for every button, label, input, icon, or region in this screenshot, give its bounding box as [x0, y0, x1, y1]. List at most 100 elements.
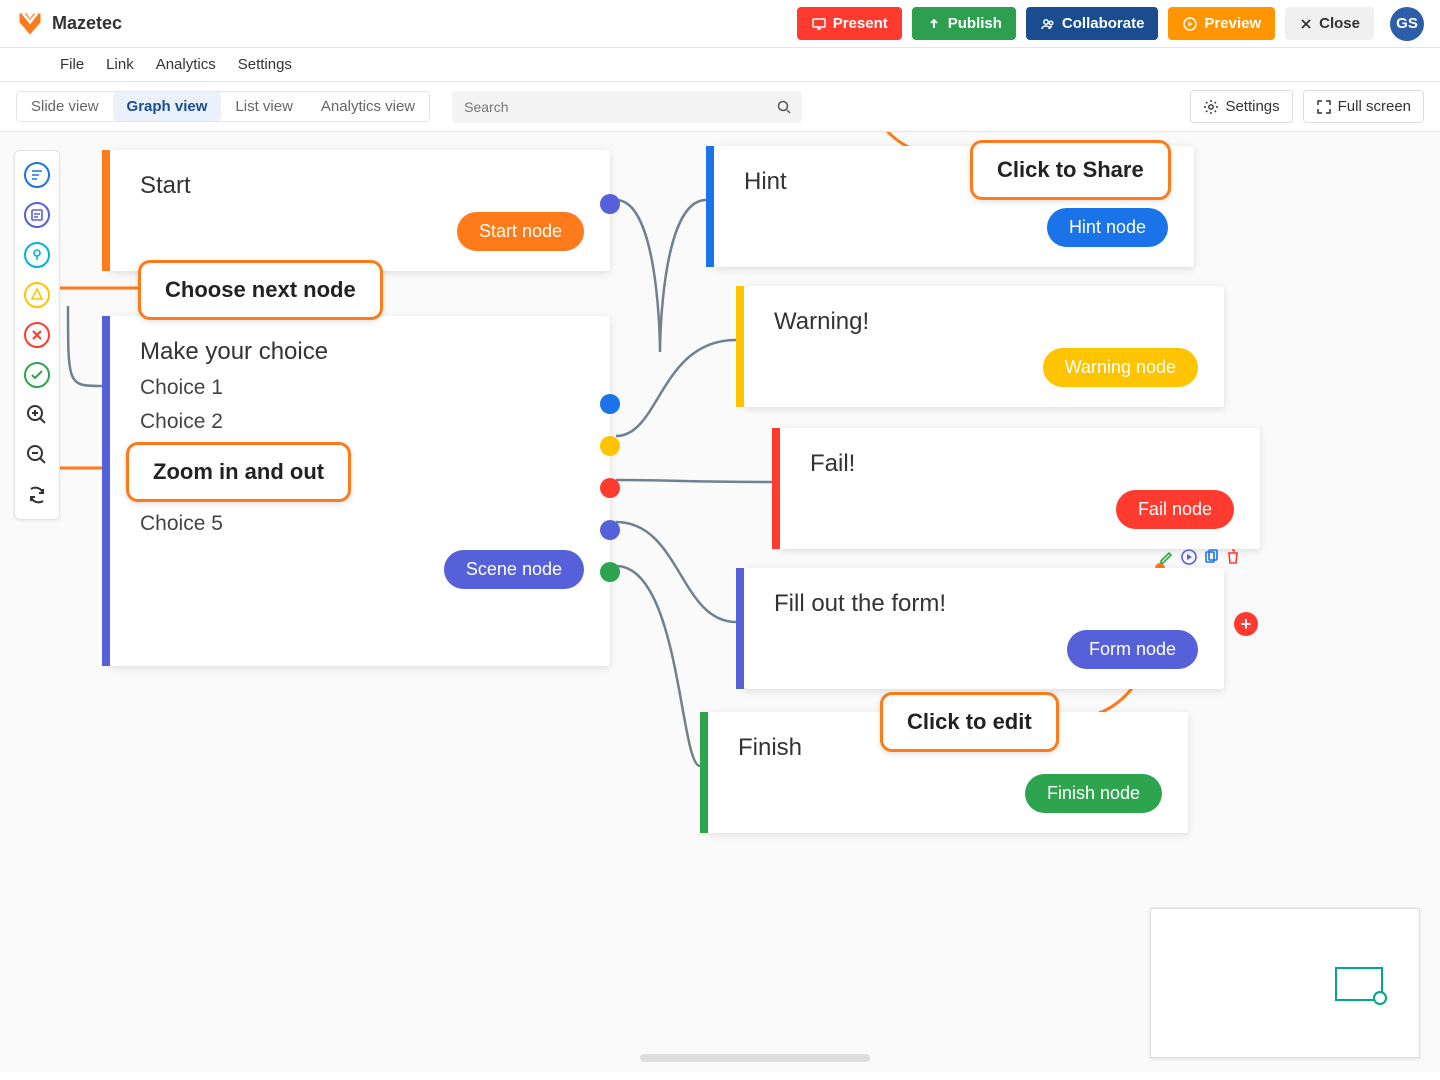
node-title: Start	[140, 172, 584, 200]
present-label: Present	[833, 15, 888, 32]
collaborate-label: Collaborate	[1062, 15, 1145, 32]
callout-text: Click to Share	[997, 157, 1144, 182]
close-label: Close	[1319, 15, 1360, 32]
rail-zoom-in-icon[interactable]	[19, 397, 55, 433]
callout-click-to-edit: Click to edit	[880, 692, 1059, 752]
output-port[interactable]	[600, 436, 620, 456]
fullscreen-button[interactable]: Full screen	[1303, 90, 1424, 123]
node-stripe	[772, 428, 780, 549]
settings-button[interactable]: Settings	[1190, 90, 1292, 123]
brand-name: Mazetec	[52, 13, 122, 34]
node-title: Fail!	[810, 450, 1234, 478]
user-avatar[interactable]: GS	[1390, 7, 1424, 41]
node-fail[interactable]: Fail! Fail node	[780, 428, 1260, 549]
rail-form-icon[interactable]	[19, 197, 55, 233]
avatar-initials: GS	[1396, 15, 1418, 32]
rail-warning-icon[interactable]	[19, 277, 55, 313]
header-actions: Present Publish Collaborate Preview Clos…	[797, 7, 1424, 41]
minimap-viewport[interactable]	[1335, 967, 1383, 1001]
menu-analytics[interactable]: Analytics	[156, 56, 216, 73]
search-wrap	[452, 91, 802, 123]
node-stripe	[102, 316, 110, 666]
preview-button[interactable]: Preview	[1168, 7, 1275, 40]
horizontal-scrollbar[interactable]	[640, 1054, 870, 1062]
node-stripe	[102, 150, 110, 271]
rail-finish-icon[interactable]	[19, 357, 55, 393]
fullscreen-icon	[1316, 99, 1332, 115]
choice-item[interactable]: Choice 5	[140, 512, 584, 536]
publish-button[interactable]: Publish	[912, 7, 1016, 40]
callout-zoom-in-and-out: Zoom in and out	[126, 442, 351, 502]
node-type-badge: Scene node	[444, 550, 584, 589]
search-input[interactable]	[452, 91, 802, 123]
node-action-toolbar	[1158, 548, 1242, 566]
node-form[interactable]: Fill out the form!Form node	[744, 568, 1224, 689]
node-title: Make your choice	[140, 338, 584, 366]
search-icon	[776, 99, 792, 115]
close-button[interactable]: Close	[1285, 7, 1374, 40]
output-port[interactable]	[600, 562, 620, 582]
node-stripe	[736, 568, 744, 689]
tab-slide-view[interactable]: Slide view	[17, 92, 113, 121]
callout-click-to-share: Click to Share	[970, 140, 1171, 200]
rail-scene-icon[interactable]	[19, 157, 55, 193]
view-toolbar: Slide view Graph view List view Analytic…	[0, 82, 1440, 132]
output-port[interactable]	[600, 394, 620, 414]
add-node-button[interactable]: +	[1234, 612, 1258, 636]
menu-bar: File Link Analytics Settings	[0, 48, 1440, 82]
choice-item[interactable]: Choice 1	[140, 376, 584, 400]
edit-icon[interactable]	[1158, 548, 1176, 566]
present-icon	[811, 16, 827, 32]
tab-analytics-view[interactable]: Analytics view	[307, 92, 429, 121]
rail-fail-icon[interactable]	[19, 317, 55, 353]
node-type-badge: Finish node	[1025, 774, 1162, 813]
node-warning[interactable]: Warning! Warning node	[744, 286, 1224, 407]
graph-canvas[interactable]: Start Start node Make your choice Choice 1 C…	[0, 132, 1440, 1072]
gear-icon	[1203, 99, 1219, 115]
app-header: Mazetec Present Publish Collaborate Prev…	[0, 0, 1440, 48]
fullscreen-label: Full screen	[1338, 98, 1411, 115]
present-button[interactable]: Present	[797, 7, 902, 40]
node-stripe	[700, 712, 708, 833]
rail-zoom-out-icon[interactable]	[19, 437, 55, 473]
menu-link[interactable]: Link	[106, 56, 134, 73]
callout-text: Zoom in and out	[153, 459, 324, 484]
play-icon[interactable]	[1180, 548, 1198, 566]
collaborate-button[interactable]: Collaborate	[1026, 7, 1159, 40]
output-port[interactable]	[600, 194, 620, 214]
tab-list-view[interactable]: List view	[221, 92, 307, 121]
brand-logo: Mazetec	[16, 10, 122, 38]
node-title: Fill out the form!	[774, 590, 1198, 618]
minimap[interactable]	[1150, 908, 1420, 1058]
node-stripe	[736, 286, 744, 407]
choice-item[interactable]: Choice 2	[140, 410, 584, 434]
node-type-badge: Start node	[457, 212, 584, 251]
node-type-badge: Hint node	[1047, 208, 1168, 247]
output-port[interactable]	[600, 478, 620, 498]
delete-icon[interactable]	[1224, 548, 1242, 566]
view-tabs: Slide view Graph view List view Analytic…	[16, 91, 430, 122]
node-title: Warning!	[774, 308, 1198, 336]
settings-label: Settings	[1225, 98, 1279, 115]
publish-label: Publish	[948, 15, 1002, 32]
collaborate-icon	[1040, 16, 1056, 32]
preview-label: Preview	[1204, 15, 1261, 32]
node-start[interactable]: Start Start node	[110, 150, 610, 271]
rail-hint-icon[interactable]	[19, 237, 55, 273]
menu-file[interactable]: File	[60, 56, 84, 73]
node-type-badge: Warning node	[1043, 348, 1198, 387]
mazetec-logo-icon	[16, 10, 44, 38]
copy-icon[interactable]	[1202, 548, 1220, 566]
callout-choose-next-node: Choose next node	[138, 260, 383, 320]
node-type-badge: Fail node	[1116, 490, 1234, 529]
tab-graph-view[interactable]: Graph view	[113, 92, 222, 121]
rail-sync-icon[interactable]	[19, 477, 55, 513]
callout-text: Choose next node	[165, 277, 356, 302]
node-stripe	[706, 146, 714, 267]
close-icon	[1299, 17, 1313, 31]
callout-text: Click to edit	[907, 709, 1032, 734]
menu-settings[interactable]: Settings	[238, 56, 292, 73]
node-palette-rail	[14, 150, 60, 520]
output-port[interactable]	[600, 520, 620, 540]
toolbar-right: Settings Full screen	[1190, 90, 1424, 123]
